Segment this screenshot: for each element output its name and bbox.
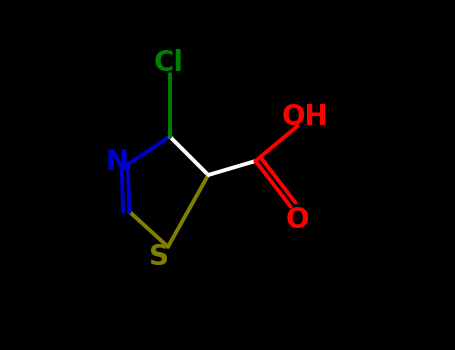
Text: N: N [106, 148, 129, 176]
Text: OH: OH [281, 103, 328, 131]
Text: O: O [286, 206, 309, 235]
Text: S: S [149, 243, 169, 271]
Text: Cl: Cl [154, 49, 184, 77]
